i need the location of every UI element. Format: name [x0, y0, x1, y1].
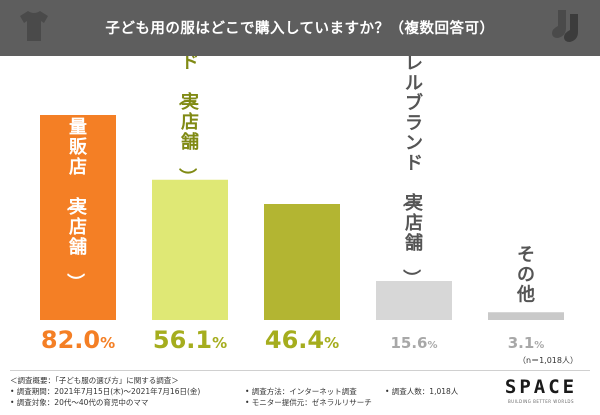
bar-1	[40, 115, 116, 320]
bar-5	[488, 312, 564, 320]
bar-chart: 量販店（実店舗） 82.0% 子ども用アパレルブランド（実店舗） 56.1% インターネ…	[40, 56, 564, 354]
survey-footer: ＜調査概要：「子ども服の選び方」に関する調査＞ • 調査期間：2021年7月15…	[10, 375, 480, 408]
socks-icon	[552, 10, 578, 42]
bar-3	[264, 204, 340, 320]
footer-divider	[10, 370, 590, 371]
bar-4	[376, 281, 452, 320]
category-label-3: インターネット通販	[288, 56, 312, 197]
value-label-3: 46.4%	[265, 326, 339, 354]
category-label-2: 子ども用アパレルブランド（実店舗）	[176, 56, 199, 186]
survey-period: • 調査期間：2021年7月15日(木)〜2021年7月16日(金)	[10, 387, 201, 396]
bar-2	[152, 179, 228, 320]
value-label-2: 56.1%	[153, 326, 227, 354]
survey-overview: ＜調査概要：「子ども服の選び方」に関する調査＞	[10, 376, 179, 385]
space-logo: SPACE BUILDING BETTER WORLDS	[500, 376, 582, 404]
sample-size-note: （n＝1,018人）	[518, 356, 578, 365]
value-label-1: 82.0%	[41, 326, 115, 354]
header-banner: 子ども用の服はどこで購入していますか？（複数回答可）	[0, 0, 600, 56]
logo-tagline: BUILDING BETTER WORLDS	[507, 399, 575, 404]
category-label-4: 大人用アパレルブランド（実店舗）	[400, 56, 424, 287]
survey-provider: • モニター提供元：ゼネラルリサーチ	[245, 398, 372, 407]
page-title: 子ども用の服はどこで購入していますか？（複数回答可）	[105, 21, 495, 37]
category-label-1: 量販店（実店舗）	[64, 116, 88, 291]
survey-count: • 調査人数：1,018人	[385, 387, 459, 396]
survey-method: • 調査方法：インターネット調査	[245, 387, 357, 396]
logo-word: SPACE	[504, 376, 578, 398]
tshirt-icon	[20, 11, 48, 41]
value-label-5: 3.1%	[508, 334, 545, 352]
category-label-5: その他	[516, 244, 535, 305]
survey-target: • 調査対象：20代〜40代の育児中のママ	[10, 398, 149, 407]
value-label-4: 15.6%	[390, 334, 437, 352]
